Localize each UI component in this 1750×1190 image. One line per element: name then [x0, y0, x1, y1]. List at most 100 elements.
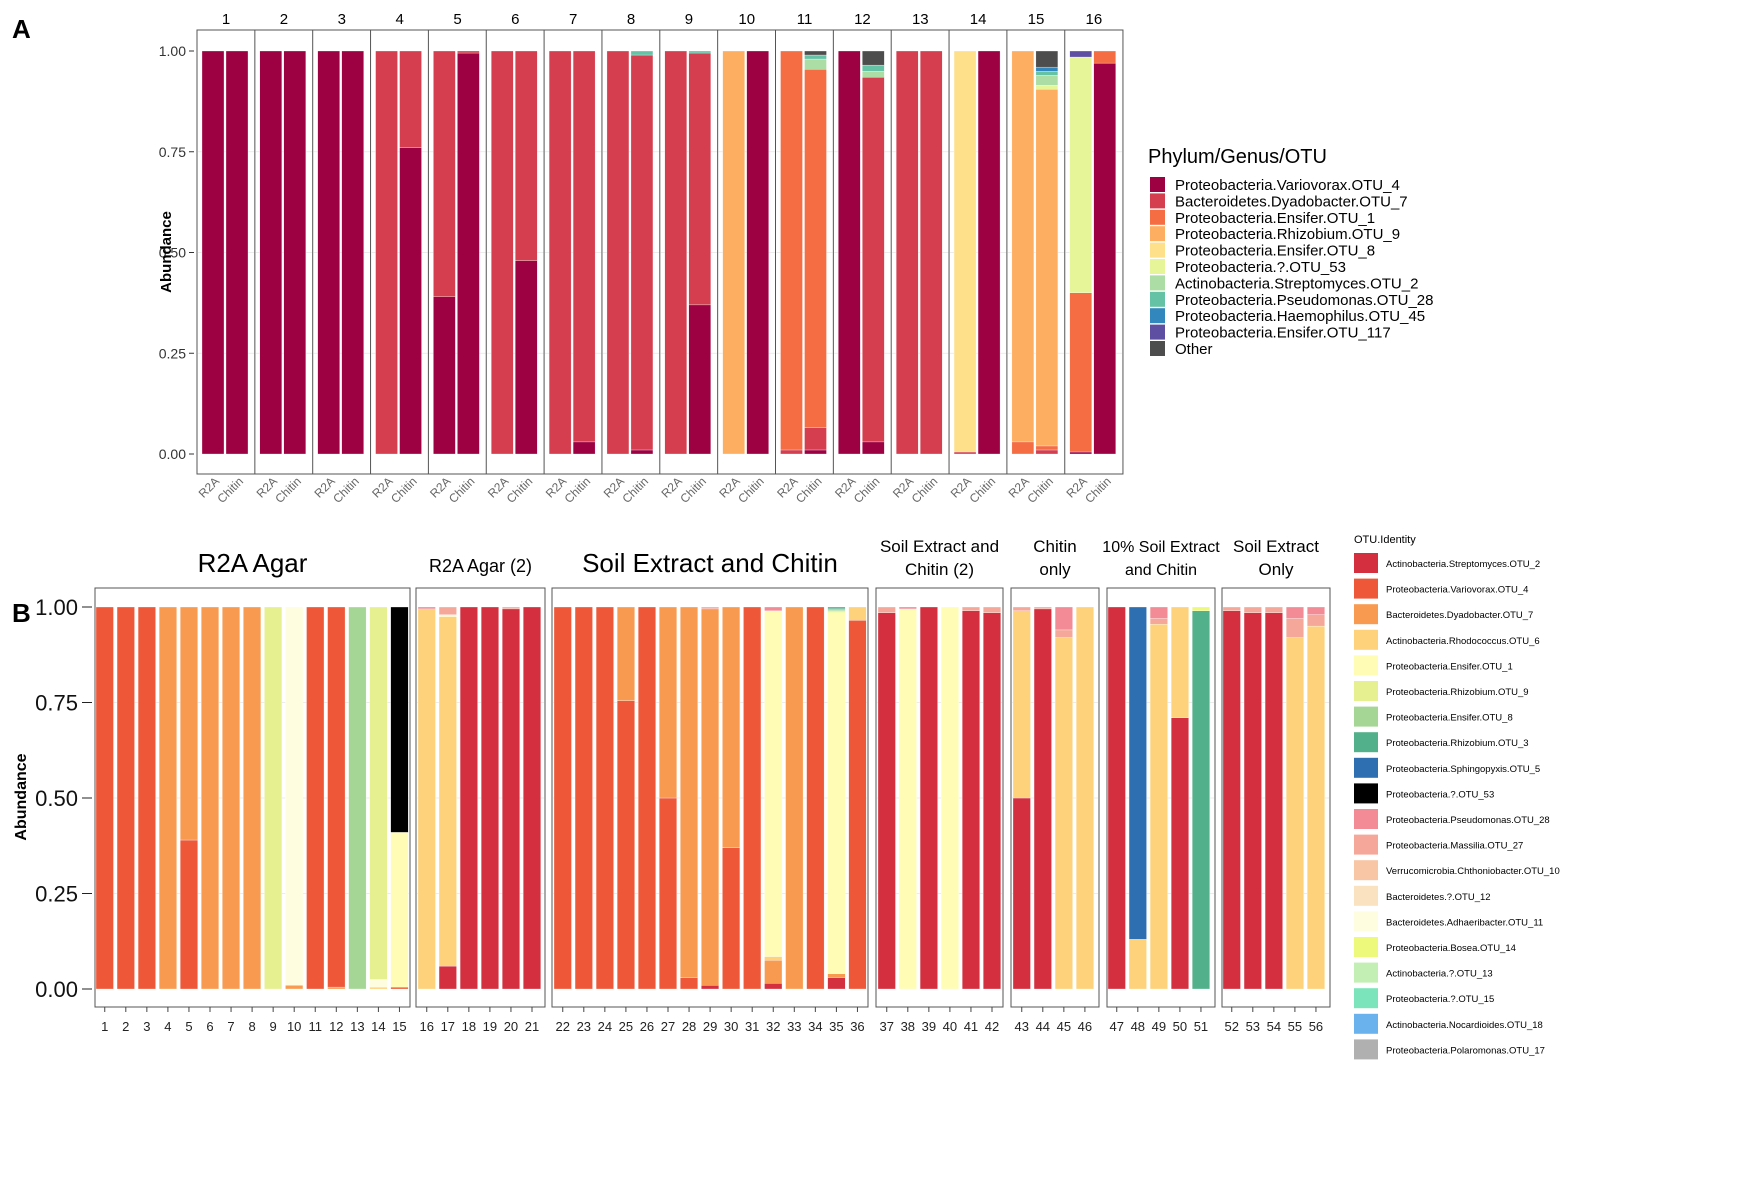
bar-segment	[804, 427, 827, 451]
legend-swatch	[1150, 242, 1165, 258]
bar-segment	[1012, 610, 1031, 799]
x-tick-label: 27	[661, 1019, 675, 1034]
x-tick-label: 49	[1152, 1019, 1166, 1034]
legend-label: Proteobacteria.Pseudomonas.OTU_28	[1175, 292, 1433, 309]
x-tick-label: 39	[922, 1019, 936, 1034]
x-tick-label: 12	[329, 1019, 343, 1034]
bar-segment	[962, 610, 980, 990]
legend-label: Proteobacteria.?.OTU_53	[1175, 259, 1346, 276]
bar-segment	[1128, 606, 1147, 940]
y-tick-label: 0.00	[35, 977, 78, 1002]
bar-segment	[659, 797, 677, 990]
legend-label: Proteobacteria.Ensifer.OTU_1	[1386, 661, 1513, 672]
legend-label: Actinobacteria.Nocardioides.OTU_18	[1386, 1020, 1543, 1031]
x-tick-label: 34	[808, 1019, 822, 1034]
x-tick-label: 29	[703, 1019, 717, 1034]
bar-segment	[264, 606, 283, 990]
bar-segment	[764, 956, 783, 961]
bar-segment	[630, 50, 654, 56]
x-tick-label: Chitin	[446, 474, 478, 506]
x-tick-label: 23	[577, 1019, 591, 1034]
legend-swatch	[1354, 885, 1378, 906]
bar-segment	[399, 50, 422, 148]
legend-label: Actinobacteria.Streptomyces.OTU_2	[1175, 275, 1418, 292]
x-tick-label: 50	[1173, 1019, 1187, 1034]
bar-segment	[1192, 606, 1210, 611]
facet-title: Soil Extract	[1233, 537, 1319, 556]
x-tick-label: 30	[724, 1019, 738, 1034]
bar-segment	[1054, 629, 1073, 638]
bar-segment	[369, 986, 388, 990]
bar-segment	[180, 606, 198, 841]
x-tick-label: 7	[227, 1019, 234, 1034]
facet-label: 15	[1028, 11, 1045, 28]
bar-segment	[369, 979, 388, 988]
legend-label: Proteobacteria.?.OTU_53	[1386, 789, 1494, 800]
legend-swatch	[1354, 553, 1378, 573]
bar-segment	[827, 608, 846, 611]
facet-label: 8	[627, 11, 635, 28]
bar-segment	[1286, 618, 1304, 638]
bar-segment	[348, 606, 367, 990]
facet-title: Soil Extract and	[880, 537, 999, 556]
bar-segment	[785, 606, 804, 990]
bar-segment	[399, 147, 422, 455]
x-tick-label: 47	[1110, 1019, 1124, 1034]
bar-segment	[862, 64, 885, 72]
bar-segment	[433, 50, 456, 297]
legend-swatch	[1354, 655, 1378, 676]
x-tick-label: 33	[787, 1019, 801, 1034]
y-tick-label: 0.25	[35, 882, 78, 907]
legend-swatch	[1354, 937, 1378, 957]
legend-swatch	[1354, 1039, 1378, 1060]
bar-segment	[827, 612, 846, 974]
x-tick-label: 42	[985, 1019, 999, 1034]
bar-segment	[962, 606, 980, 611]
bar-segment	[480, 606, 499, 990]
bar-segment	[1222, 606, 1241, 611]
bar-segment	[941, 606, 959, 990]
x-tick-label: Chitin	[388, 474, 420, 506]
bar-segment	[1035, 71, 1059, 76]
x-tick-label: 10	[287, 1019, 301, 1034]
bar-segment	[1035, 89, 1059, 447]
x-tick-label: 55	[1288, 1019, 1302, 1034]
y-axis-title: Abundance	[158, 211, 175, 293]
legend-swatch	[1354, 732, 1378, 753]
legend-title: Phylum/Genus/OTU	[1148, 146, 1327, 168]
legend-label: Proteobacteria.Rhizobium.OTU_9	[1386, 687, 1529, 698]
x-tick-label: 19	[483, 1019, 497, 1034]
x-tick-label: 25	[619, 1019, 633, 1034]
legend-title: OTU.Identity	[1354, 534, 1416, 546]
x-tick-label: 44	[1036, 1019, 1050, 1034]
bar-segment	[1035, 66, 1059, 72]
bar-segment	[574, 606, 593, 990]
bar-segment	[1035, 75, 1059, 86]
bar-segment	[1069, 292, 1092, 453]
bar-segment	[515, 260, 538, 455]
legend-label: Proteobacteria.Variovorax.OTU_4	[1175, 177, 1400, 194]
bar-segment	[827, 977, 846, 990]
legend-label: Verrucomicrobia.Chthoniobacter.OTU_10	[1386, 866, 1560, 877]
facet-label: 5	[453, 11, 461, 28]
bar-segment	[1035, 445, 1059, 451]
bar-segment	[862, 50, 885, 66]
facet-title: Chitin	[1033, 537, 1076, 556]
legend-label: Bacteroidetes.Dyadobacter.OTU_7	[1175, 193, 1408, 210]
bar-segment	[1107, 606, 1126, 990]
facet-title: Soil Extract and Chitin	[582, 548, 838, 578]
legend-label: Bacteroidetes.Dyadobacter.OTU_7	[1386, 610, 1533, 621]
legend-swatch	[1354, 962, 1378, 983]
x-tick-label: 22	[556, 1019, 570, 1034]
facet-label: 16	[1086, 11, 1103, 28]
x-tick-label: 26	[640, 1019, 654, 1034]
bar-segment	[390, 606, 409, 833]
x-tick-label: 41	[964, 1019, 978, 1034]
x-tick-label: Chitin	[562, 474, 594, 506]
bar-segment	[920, 50, 943, 455]
facet-label: 3	[338, 11, 346, 28]
x-tick-label: 11	[309, 1019, 323, 1034]
legend-swatch	[1150, 177, 1165, 192]
bar-segment	[701, 985, 719, 990]
bar-segment	[116, 606, 135, 990]
